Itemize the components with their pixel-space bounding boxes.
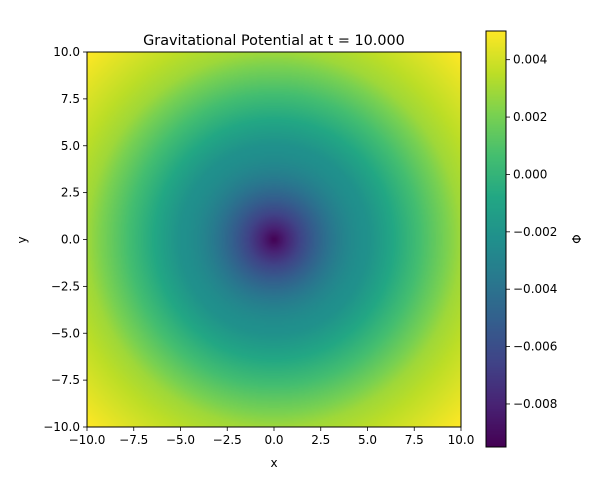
colorbar: −0.008 −0.006 −0.004 −0.002 0.000 0.002 0.004 <box>485 30 557 448</box>
y-tick-label: 5.0 <box>61 139 80 153</box>
x-axis-label: x <box>270 456 277 470</box>
chart-title: Gravitational Potential at t = 10.000 <box>143 33 405 49</box>
y-tick-label: 10.0 <box>53 45 80 59</box>
x-tick-label: 10.0 <box>448 433 475 447</box>
x-tick-label: −2.5 <box>213 433 242 447</box>
y-tick-label: −2.5 <box>51 279 80 293</box>
colorbar-ticks: −0.008 −0.006 −0.004 −0.002 0.000 0.002 0.004 <box>506 53 557 411</box>
colorbar-tick-label: −0.004 <box>513 282 557 296</box>
colorbar-tick-label: −0.008 <box>513 397 557 411</box>
y-axis-ticks: −10.0 −7.5 −5.0 −2.5 0.0 2.5 5.0 7.5 10.0 <box>43 45 87 434</box>
x-axis-ticks: −10.0 −7.5 −5.0 −2.5 0.0 2.5 5.0 7.5 10.0 <box>69 427 475 447</box>
colorbar-tick-label: −0.002 <box>513 225 557 239</box>
colorbar-tick-label: −0.006 <box>513 340 557 354</box>
x-tick-label: −5.0 <box>166 433 195 447</box>
y-tick-label: −10.0 <box>43 420 80 434</box>
colorbar-gradient <box>486 31 506 447</box>
x-tick-label: 2.5 <box>311 433 330 447</box>
colorbar-tick-label: 0.000 <box>513 167 547 181</box>
y-tick-label: 7.5 <box>61 92 80 106</box>
y-tick-label: 0.0 <box>61 233 80 247</box>
plot-area: −10.0 −7.5 −5.0 −2.5 0.0 2.5 5.0 7.5 10.0 −10.0−… <box>43 45 474 447</box>
x-tick-label: −10.0 <box>69 433 106 447</box>
colorbar-frame <box>485 30 507 448</box>
y-axis-label: y <box>15 236 29 243</box>
x-tick-label: 0.0 <box>264 433 283 447</box>
y-tick-label: −7.5 <box>51 373 80 387</box>
colorbar-label: Φ <box>570 234 584 243</box>
y-tick-label: 2.5 <box>61 186 80 200</box>
colorbar-tick-label: 0.002 <box>513 110 547 124</box>
x-tick-label: 5.0 <box>358 433 377 447</box>
heatmap <box>87 52 461 427</box>
colorbar-tick-label: 0.004 <box>513 53 547 67</box>
x-tick-label: −7.5 <box>119 433 148 447</box>
x-tick-label: 7.5 <box>405 433 424 447</box>
y-tick-label: −5.0 <box>51 326 80 340</box>
